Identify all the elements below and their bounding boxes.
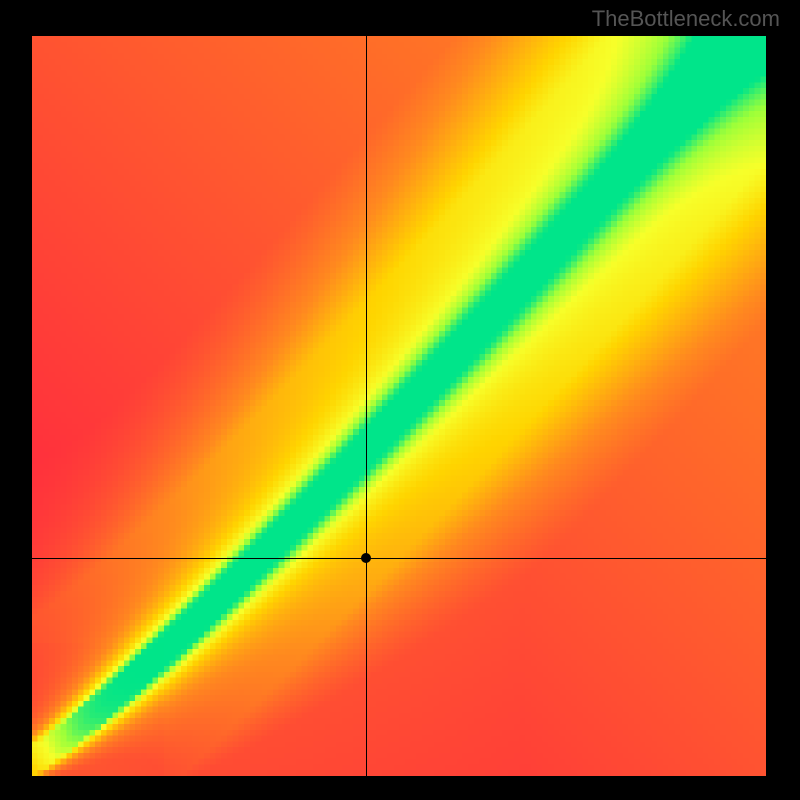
heatmap-plot [32,36,766,776]
crosshair-horizontal [32,558,766,559]
watermark-text: TheBottleneck.com [592,6,780,32]
heatmap-canvas [32,36,766,776]
crosshair-vertical [366,36,367,776]
crosshair-marker-dot [361,553,371,563]
